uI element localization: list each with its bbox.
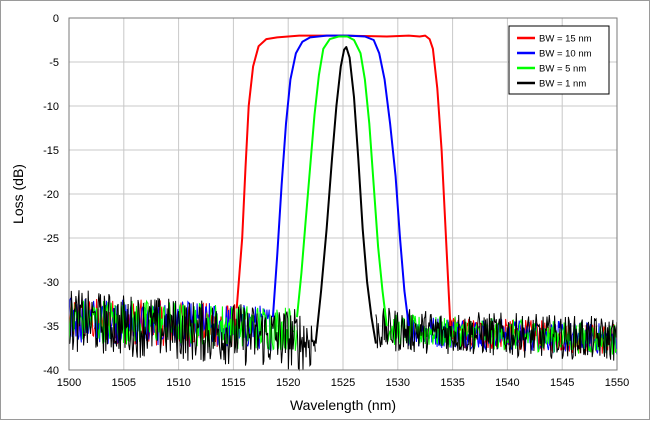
- x-tick-label: 1500: [57, 377, 81, 389]
- y-tick-label: -10: [43, 101, 59, 113]
- y-tick-label: -40: [43, 365, 59, 377]
- legend-entry: BW = 15 nm: [539, 34, 592, 45]
- x-tick-label: 1505: [112, 377, 136, 389]
- x-axis-title: Wavelength (nm): [290, 397, 396, 413]
- x-tick-label: 1510: [166, 377, 190, 389]
- y-tick-label: -35: [43, 321, 59, 333]
- y-tick-label: -5: [49, 57, 59, 69]
- y-tick-label: -25: [43, 233, 59, 245]
- tick-labels: 1500 1505 1510 1515 1520 1525 1530 1535 1540 1545…: [43, 13, 629, 389]
- legend-entry: BW = 10 nm: [539, 49, 592, 60]
- x-tick-label: 1550: [605, 377, 629, 389]
- series-line-2: [271, 34, 410, 327]
- legend-entry: BW = 5 nm: [539, 64, 586, 75]
- y-tick-label: -30: [43, 277, 59, 289]
- noise-floor: [68, 290, 618, 372]
- noise-left-4: [68, 290, 316, 372]
- series-line-4: [314, 46, 377, 344]
- legend: BW = 15 nm BW = 10 nm BW = 5 nm BW = 1 nm: [508, 25, 610, 95]
- x-tick-label: 1540: [495, 377, 519, 389]
- y-tick-label: -15: [43, 145, 59, 157]
- x-tick-label: 1520: [276, 377, 300, 389]
- series-lines: [235, 34, 452, 344]
- x-tick-label: 1525: [331, 377, 355, 389]
- x-tick-label: 1545: [550, 377, 574, 389]
- y-tick-label: -20: [43, 189, 59, 201]
- legend-entry: BW = 1 nm: [539, 79, 586, 90]
- x-tick-label: 1530: [386, 377, 410, 389]
- y-axis-title: Loss (dB): [10, 164, 26, 224]
- y-tick-label: 0: [53, 13, 59, 25]
- noise-right-4: [375, 307, 618, 361]
- plot-border: [68, 17, 618, 371]
- noise-left-3: [68, 299, 298, 351]
- series-line-3: [296, 35, 388, 327]
- x-tick-label: 1515: [221, 377, 245, 389]
- x-tick-label: 1535: [440, 377, 464, 389]
